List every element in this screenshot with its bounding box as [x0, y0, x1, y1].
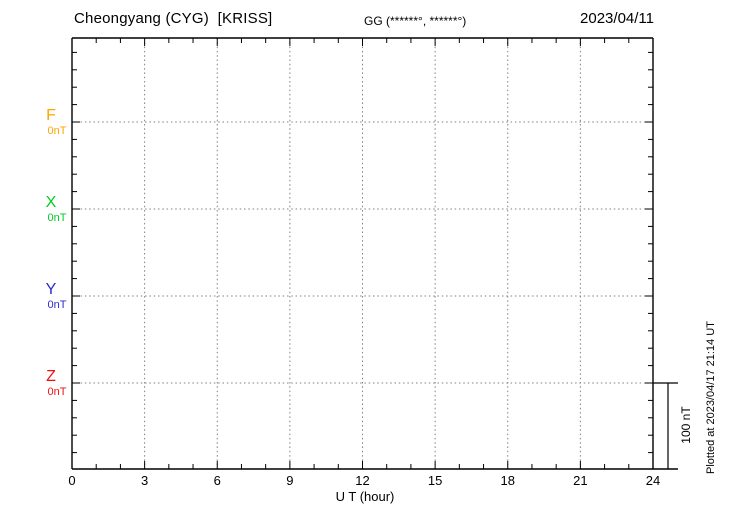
plot-frame — [71, 37, 678, 470]
channel-letter-X: X — [45, 194, 57, 211]
axis-ticks — [71, 38, 654, 469]
x-tick-label: 18 — [500, 473, 515, 488]
channel-letter-Z: Z — [46, 368, 56, 385]
dotted-gridlines — [72, 38, 653, 469]
channel-baseline-label-Z: 0nT — [47, 386, 67, 398]
x-tick-label: 9 — [286, 473, 294, 488]
x-tick-label: 3 — [141, 473, 149, 488]
geographic-coords-label: GG (******°, ******°) — [364, 14, 467, 28]
channel-letter-F: F — [46, 107, 56, 124]
plot-date: 2023/04/11 — [580, 10, 654, 27]
x-tick-label: 24 — [645, 473, 661, 488]
scale-bar — [653, 382, 678, 469]
plotted-at-label: Plotted at 2023/04/17 21:14 UT — [705, 321, 717, 474]
channel-baseline-label-F: 0nT — [47, 125, 67, 137]
x-tick-label: 21 — [573, 473, 588, 488]
x-tick-label: 12 — [355, 473, 370, 488]
scale-bar-label: 100 nT — [679, 406, 693, 444]
x-tick-label: 0 — [68, 473, 76, 488]
channel-letter-Y: Y — [45, 281, 57, 298]
x-axis-title: U T (hour) — [335, 489, 395, 504]
channel-baseline-label-Y: 0nT — [47, 299, 67, 311]
x-tick-label: 6 — [213, 473, 221, 488]
x-tick-label: 15 — [427, 473, 443, 488]
station-title: Cheongyang (CYG) [KRISS] — [74, 10, 273, 27]
channel-baseline-label-X: 0nT — [47, 212, 67, 224]
